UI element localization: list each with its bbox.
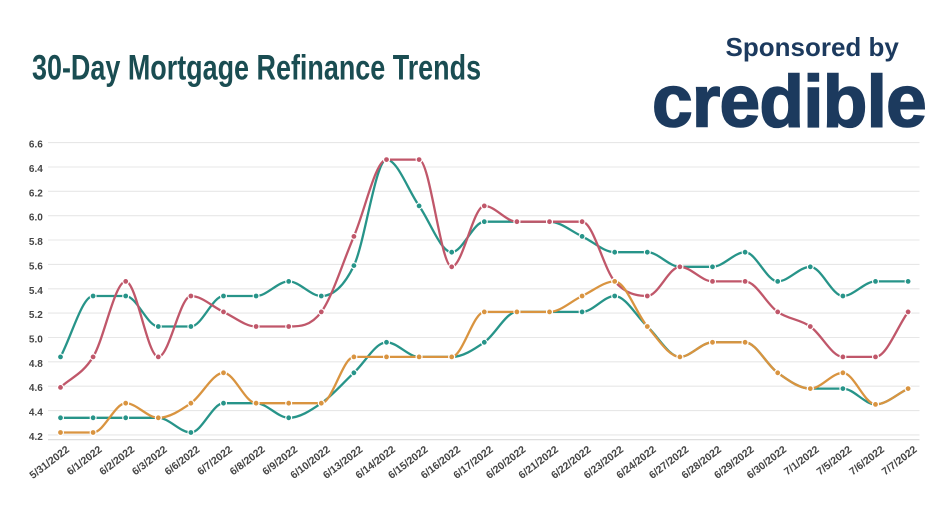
svg-text:5.2: 5.2: [29, 310, 43, 321]
svg-text:5.8: 5.8: [29, 237, 43, 248]
svg-text:4.6: 4.6: [29, 383, 43, 394]
svg-text:6.6: 6.6: [29, 140, 43, 151]
svg-text:6.4: 6.4: [29, 164, 43, 175]
svg-text:6.2: 6.2: [29, 188, 43, 199]
svg-text:Sponsored by: Sponsored by: [726, 32, 900, 62]
svg-text:4.2: 4.2: [29, 432, 43, 443]
svg-text:4.4: 4.4: [29, 408, 43, 419]
svg-text:6.0: 6.0: [29, 213, 43, 224]
svg-text:30-Day Mortgage Refinance Tren: 30-Day Mortgage Refinance Trends: [32, 48, 481, 87]
svg-text:credible: credible: [652, 62, 926, 143]
svg-text:5.0: 5.0: [29, 335, 43, 346]
svg-text:5.6: 5.6: [29, 261, 43, 272]
svg-text:4.8: 4.8: [29, 359, 43, 370]
svg-text:5.4: 5.4: [29, 286, 43, 297]
